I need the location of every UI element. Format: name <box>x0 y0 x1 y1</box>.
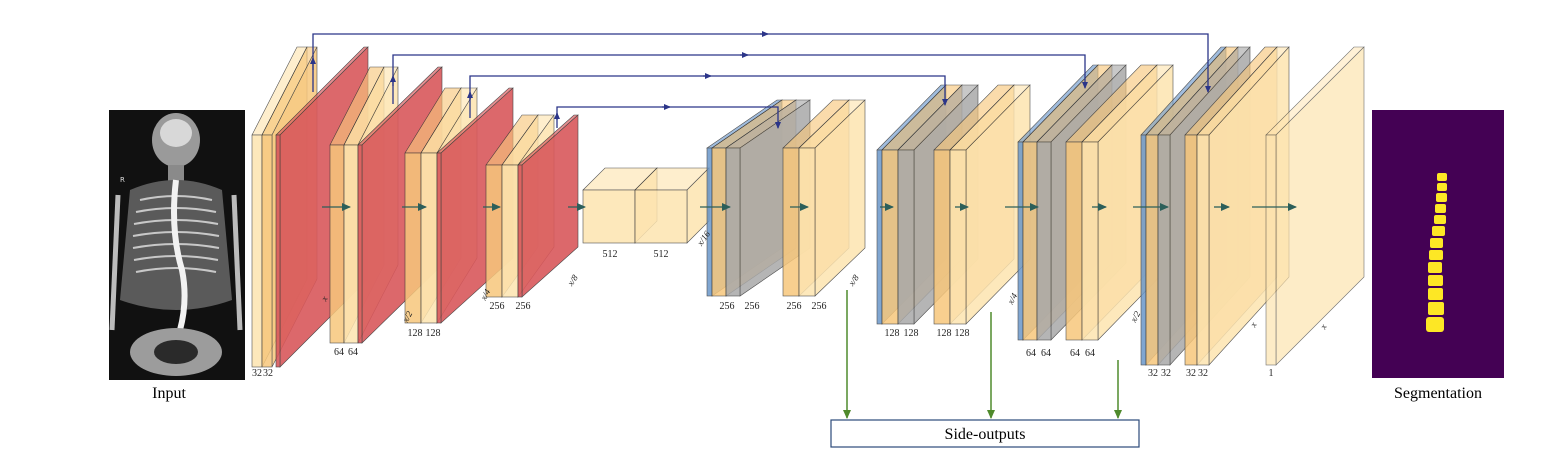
dec4-ch-b: 32 <box>1161 368 1171 379</box>
dec3-ch-c: 64 <box>1070 348 1080 359</box>
input-caption: Input <box>152 385 186 402</box>
side-outputs-label: Side-outputs <box>945 426 1026 443</box>
bottleneck-b <box>634 167 710 244</box>
dec2-ch-a: 128 <box>885 328 900 339</box>
dec4-ch-d: 32 <box>1198 368 1208 379</box>
dec4-ch-a: 32 <box>1148 368 1158 379</box>
enc3-ch-b: 128 <box>426 328 441 339</box>
enc1-ch-a: 32 <box>252 368 262 379</box>
dec1-ch-a: 256 <box>720 301 735 312</box>
bneck-ch-b: 512 <box>654 249 669 260</box>
out-size: x <box>1318 322 1329 331</box>
enc4-pool <box>517 114 579 298</box>
enc2-size: x <box>319 294 330 303</box>
dec2-ch-b: 128 <box>904 328 919 339</box>
skip-connections <box>310 31 1211 129</box>
dec3-ch-d: 64 <box>1085 348 1095 359</box>
skip-connection-2 <box>392 54 1088 104</box>
dec1-ch-b: 256 <box>745 301 760 312</box>
vertebra-mask <box>1426 173 1447 332</box>
input-xray-image: R <box>109 110 245 380</box>
side-output-arrows <box>843 290 1122 419</box>
dec4-ch-c: 32 <box>1186 368 1196 379</box>
dec1-size: x/8 <box>846 273 861 289</box>
dec3-ch-a: 64 <box>1026 348 1036 359</box>
output-layer <box>1265 46 1365 366</box>
enc4-ch-a: 256 <box>490 301 505 312</box>
dec1-ch-c: 256 <box>787 301 802 312</box>
dec3-ch-b: 64 <box>1041 348 1051 359</box>
segmentation-caption: Segmentation <box>1394 385 1482 402</box>
enc3-ch-a: 128 <box>408 328 423 339</box>
dec1-conv-c <box>798 99 866 297</box>
dec3-size: x/2 <box>1128 309 1143 325</box>
enc2-ch-b: 64 <box>348 347 358 358</box>
dec2-ch-c: 128 <box>937 328 952 339</box>
dec2-size: x/4 <box>1005 291 1020 307</box>
dec2-ch-d: 128 <box>955 328 970 339</box>
segmentation-image <box>1372 110 1504 378</box>
skip-connection-3 <box>469 75 948 118</box>
enc1-ch-b: 32 <box>263 368 273 379</box>
bneck-ch-a: 512 <box>603 249 618 260</box>
out-ch: 1 <box>1269 368 1274 379</box>
enc5-size: x/8 <box>565 273 580 289</box>
skip-connection-1 <box>312 33 1211 93</box>
dec2-conv-c <box>949 84 1031 325</box>
enc2-ch-a: 64 <box>334 347 344 358</box>
dec4-size: x <box>1248 320 1259 329</box>
enc4-ch-b: 256 <box>516 301 531 312</box>
svg-text:R: R <box>120 176 125 184</box>
side-outputs-box: Side-outputs <box>830 419 1140 448</box>
dec1-ch-d: 256 <box>812 301 827 312</box>
